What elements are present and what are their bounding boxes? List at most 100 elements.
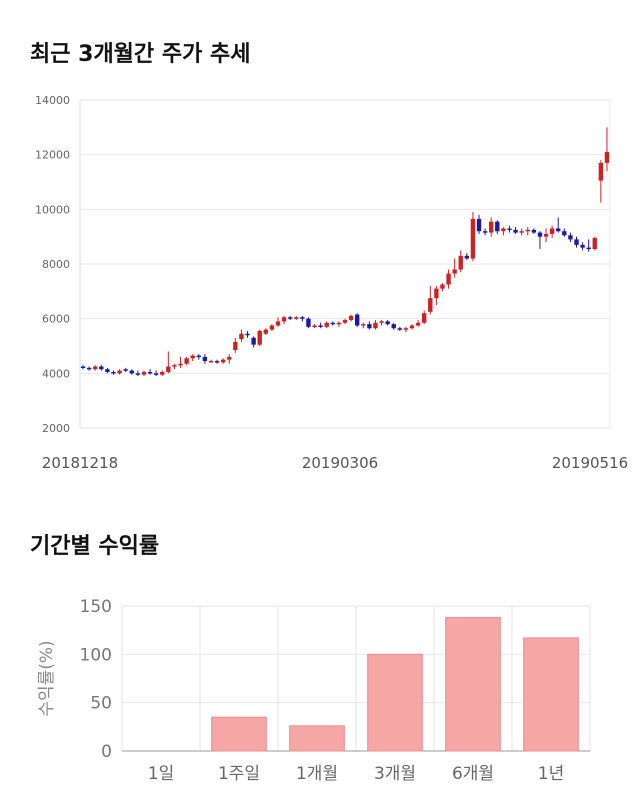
candle-body — [135, 373, 141, 375]
candle-body — [190, 355, 195, 359]
candle-body — [196, 355, 201, 358]
price-y-ticks: 2000 4000 6000 8000 10000 12000 14000 — [35, 94, 70, 435]
returns-y-tick-label: 0 — [101, 742, 112, 762]
candle-body — [99, 366, 104, 370]
returns-y-axis-label: 수익률(%) — [37, 640, 57, 716]
candle-body — [379, 321, 384, 323]
candle-body — [342, 320, 348, 323]
candle-body — [227, 356, 232, 360]
candle-body — [251, 337, 256, 345]
candle-body — [397, 328, 403, 330]
price-y-tick-label: 2000 — [42, 422, 70, 435]
price-chart-title: 최근 3개월간 주가 추세 — [30, 42, 251, 67]
candle-body — [562, 231, 567, 236]
candle-body — [592, 238, 597, 249]
returns-x-tick-label: 1일 — [148, 764, 174, 784]
candle-body — [300, 317, 305, 319]
candle-body — [452, 269, 457, 274]
candle-body — [147, 371, 153, 374]
candle-body — [458, 255, 463, 270]
candle-body — [324, 322, 329, 327]
candle-body — [495, 221, 500, 232]
price-grid — [79, 99, 611, 429]
candle-body — [208, 361, 214, 363]
candle-body — [257, 330, 262, 345]
candle-body — [428, 298, 433, 312]
candle-body — [117, 370, 122, 374]
candle-body — [519, 231, 524, 233]
price-x-tick-label: 20190306 — [302, 454, 378, 472]
candle-body — [318, 325, 323, 327]
candle-body — [531, 229, 537, 233]
candle-body — [294, 317, 299, 319]
returns-bar — [523, 637, 579, 752]
price-x-tick-label: 20181218 — [42, 454, 118, 472]
candle-body — [287, 317, 293, 319]
candle-body — [178, 363, 183, 366]
returns-x-tick-label: 1년 — [538, 764, 564, 784]
candle-body — [233, 341, 238, 351]
price-y-tick-label: 14000 — [35, 94, 70, 107]
candle-body — [598, 162, 604, 181]
returns-chart-title: 기간별 수익률 — [30, 534, 160, 559]
candle-body — [580, 244, 585, 248]
candle-body — [184, 358, 189, 364]
candle-body — [482, 231, 488, 233]
candle-body — [348, 315, 354, 321]
returns-y-ticks: 0 50 100 150 — [80, 597, 112, 762]
candle-body — [604, 151, 610, 163]
candle-body — [172, 365, 177, 367]
candle-body — [543, 233, 549, 237]
candle-body — [489, 221, 494, 233]
candle-body — [568, 235, 573, 240]
candle-body — [336, 322, 342, 325]
candle-body — [93, 366, 98, 370]
candle-body — [202, 356, 208, 362]
price-y-tick-label: 6000 — [42, 313, 70, 326]
candle-body — [160, 371, 165, 375]
returns-y-tick-label: 100 — [80, 645, 112, 665]
candle-body — [470, 218, 476, 259]
returns-bar — [289, 725, 345, 752]
price-x-ticks: 20181218 20190306 20190516 — [42, 454, 628, 472]
candle-body — [111, 371, 116, 374]
returns-x-tick-label: 1주일 — [218, 764, 260, 784]
candle-body — [275, 321, 281, 326]
candle-body — [86, 367, 92, 370]
candle-body — [409, 325, 415, 329]
candle-body — [476, 218, 482, 232]
candle-body — [129, 370, 134, 374]
candle-body — [312, 325, 317, 327]
price-y-tick-label: 10000 — [35, 203, 70, 216]
returns-bar — [445, 617, 501, 752]
returns-y-tick-label: 50 — [90, 694, 112, 714]
returns-y-tick-label: 150 — [80, 597, 112, 617]
price-y-tick-label: 8000 — [42, 258, 70, 271]
candle-body — [330, 322, 336, 325]
candle-body — [354, 314, 360, 326]
price-y-tick-label: 4000 — [42, 367, 70, 380]
candle-body — [373, 322, 378, 329]
candle-body — [269, 325, 275, 330]
candle-body — [434, 288, 439, 299]
candle-body — [446, 273, 451, 285]
price-y-tick-label: 12000 — [35, 149, 70, 162]
candle-body — [549, 228, 555, 234]
candle-body — [166, 366, 171, 372]
returns-bar — [367, 653, 423, 752]
candle-body — [525, 229, 530, 232]
returns-bars — [211, 617, 579, 752]
price-chart: 2000 4000 6000 8000 10000 12000 14000 20181218… — [35, 94, 628, 472]
returns-bar — [211, 716, 267, 752]
candle-body — [556, 228, 561, 232]
candle-body — [239, 333, 244, 340]
candle-body — [263, 329, 268, 334]
candle-body — [422, 313, 427, 323]
candle-body — [153, 373, 159, 375]
candle-body — [574, 239, 579, 245]
candle-body — [245, 333, 250, 336]
candle-body — [440, 284, 445, 289]
returns-x-tick-label: 3개월 — [374, 764, 416, 784]
candle-body — [513, 229, 518, 233]
candle-body — [537, 232, 543, 237]
